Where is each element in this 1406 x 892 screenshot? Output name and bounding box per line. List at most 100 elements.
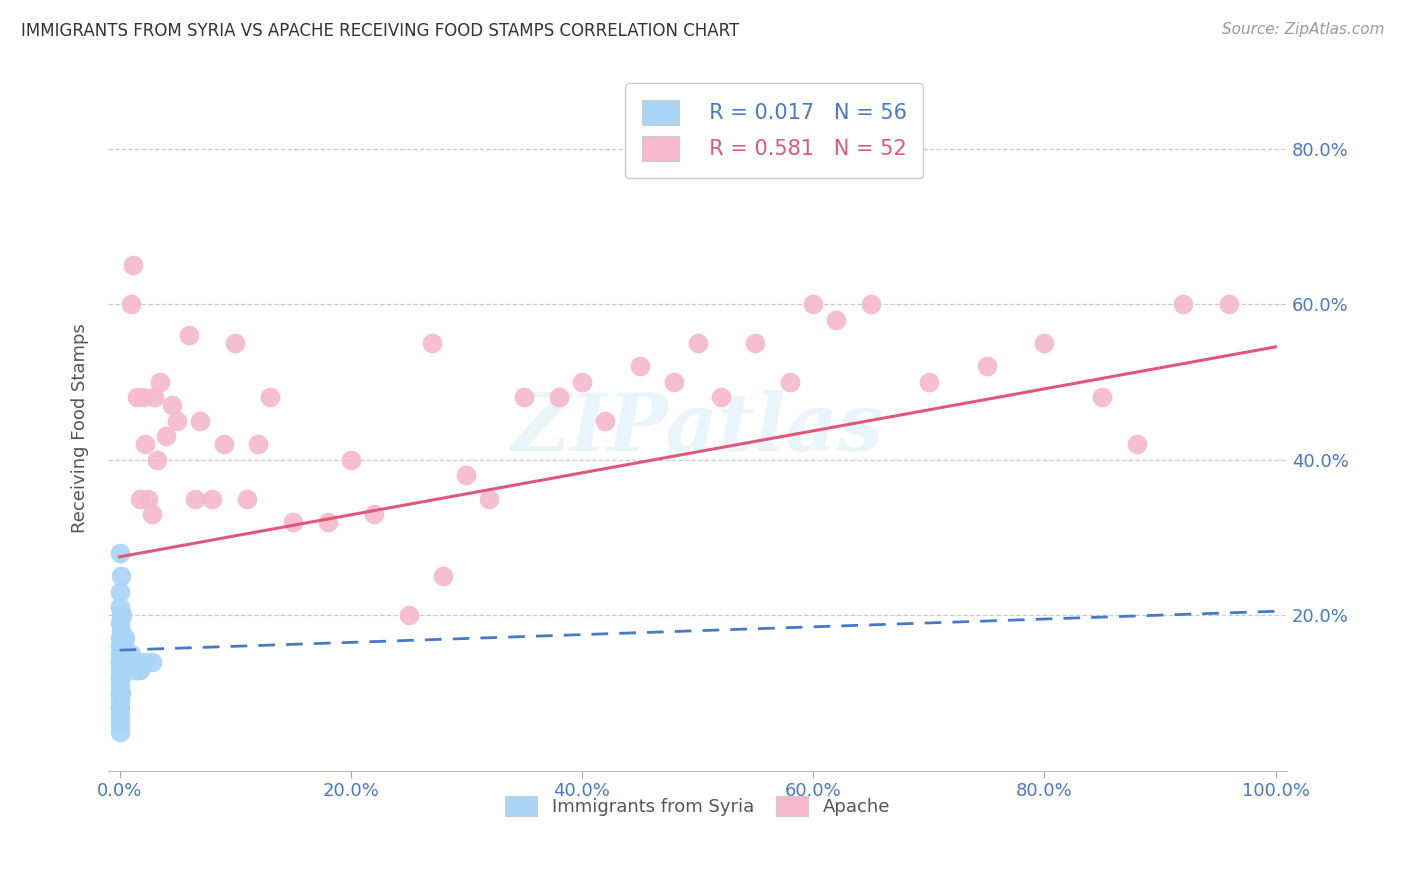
Point xyxy=(141,507,163,521)
Point xyxy=(108,701,131,715)
Point xyxy=(1126,437,1149,451)
Point xyxy=(117,655,139,669)
Point xyxy=(108,600,131,615)
Point xyxy=(686,336,709,351)
Point xyxy=(110,647,132,661)
Point xyxy=(398,608,420,623)
Point xyxy=(247,437,270,451)
Point xyxy=(111,655,134,669)
Point xyxy=(420,336,443,351)
Point xyxy=(1033,336,1056,351)
Point xyxy=(363,507,385,521)
Point xyxy=(125,391,148,405)
Point xyxy=(114,655,136,669)
Point xyxy=(918,375,941,389)
Point xyxy=(111,647,134,661)
Point xyxy=(108,632,131,646)
Point xyxy=(111,655,134,669)
Point xyxy=(110,624,132,638)
Point xyxy=(108,694,131,708)
Point xyxy=(224,336,246,351)
Point xyxy=(111,647,134,661)
Point xyxy=(166,414,188,428)
Y-axis label: Receiving Food Stamps: Receiving Food Stamps xyxy=(72,324,89,533)
Point xyxy=(108,701,131,715)
Point xyxy=(111,640,134,654)
Point xyxy=(131,391,153,405)
Point xyxy=(478,491,501,506)
Point xyxy=(801,297,824,311)
Point xyxy=(177,328,200,343)
Point xyxy=(108,709,131,723)
Point xyxy=(111,608,134,623)
Point xyxy=(108,615,131,630)
Point xyxy=(160,398,183,412)
Point xyxy=(108,686,131,700)
Point xyxy=(108,724,131,739)
Point xyxy=(710,391,733,405)
Point xyxy=(108,640,131,654)
Point xyxy=(108,663,131,677)
Point xyxy=(129,491,152,506)
Point xyxy=(111,632,134,646)
Point xyxy=(976,359,998,374)
Point xyxy=(110,640,132,654)
Point xyxy=(513,391,536,405)
Point xyxy=(129,663,152,677)
Point xyxy=(664,375,686,389)
Point xyxy=(118,655,141,669)
Point xyxy=(825,312,848,326)
Point xyxy=(571,375,593,389)
Point xyxy=(108,655,131,669)
Point xyxy=(143,391,166,405)
Point xyxy=(259,391,281,405)
Point xyxy=(115,647,138,661)
Point xyxy=(110,608,132,623)
Point xyxy=(108,647,131,661)
Point xyxy=(183,491,205,506)
Point xyxy=(190,414,212,428)
Point xyxy=(120,647,142,661)
Text: Source: ZipAtlas.com: Source: ZipAtlas.com xyxy=(1222,22,1385,37)
Point xyxy=(138,491,160,506)
Point xyxy=(118,647,141,661)
Point xyxy=(1091,391,1114,405)
Point xyxy=(110,569,132,583)
Point xyxy=(108,670,131,684)
Point xyxy=(108,655,131,669)
Point xyxy=(120,297,142,311)
Point xyxy=(114,632,136,646)
Text: ZIPatlas: ZIPatlas xyxy=(512,390,883,467)
Point xyxy=(108,678,131,692)
Point xyxy=(339,452,361,467)
Point xyxy=(859,297,882,311)
Point xyxy=(456,468,478,483)
Point xyxy=(124,663,146,677)
Point xyxy=(593,414,616,428)
Point xyxy=(122,258,145,272)
Point xyxy=(110,663,132,677)
Point xyxy=(432,569,454,583)
Point xyxy=(111,632,134,646)
Point xyxy=(235,491,257,506)
Point xyxy=(155,429,177,443)
Point xyxy=(145,452,167,467)
Point xyxy=(111,640,134,654)
Point xyxy=(108,670,131,684)
Point xyxy=(111,663,134,677)
Point xyxy=(628,359,651,374)
Point xyxy=(212,437,235,451)
Point xyxy=(1218,297,1240,311)
Point xyxy=(108,717,131,731)
Point xyxy=(316,515,339,529)
Point xyxy=(134,655,156,669)
Point xyxy=(281,515,304,529)
Point xyxy=(779,375,801,389)
Point xyxy=(1171,297,1194,311)
Point xyxy=(122,655,145,669)
Point xyxy=(110,632,132,646)
Point xyxy=(112,640,135,654)
Point xyxy=(108,546,131,560)
Point xyxy=(201,491,224,506)
Point xyxy=(744,336,766,351)
